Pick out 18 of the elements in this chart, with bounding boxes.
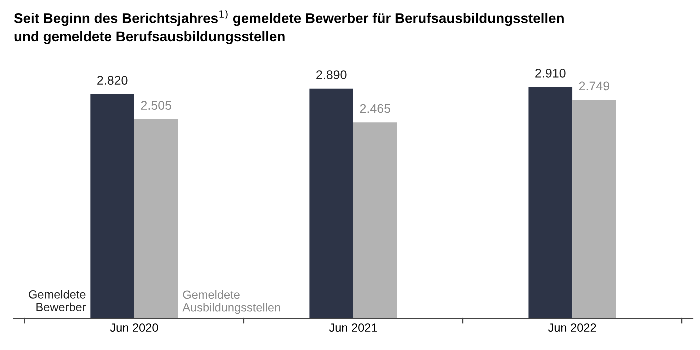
series-label: Gemeldete Bewerber: [29, 290, 86, 312]
bar: [528, 87, 573, 318]
data-label: 2.465: [360, 104, 391, 114]
bar: [90, 94, 134, 318]
data-label: 2.910: [536, 68, 566, 78]
x-tick-label: Jun 2021: [329, 324, 378, 332]
data-label: 2.505: [141, 101, 172, 110]
series-label: Gemeldete Ausbildungsstellen: [182, 290, 280, 314]
data-label: 2.890: [316, 70, 347, 80]
chart-title: Seit Beginn des Berichtsjahres$^{1)}$ gemeldete Bewerber für Berufsausbildungsstellen und gemeldete Berufsausbildungsstellen: [14, 10, 564, 44]
data-label: 2.820: [98, 76, 128, 85]
bar: [134, 119, 178, 318]
bar: [354, 122, 398, 318]
data-label: 2.749: [579, 82, 610, 91]
x-tick-label: Jun 2020: [110, 324, 158, 332]
x-tick-label: Jun 2022: [548, 324, 596, 332]
bar: [572, 100, 616, 318]
bar: [310, 88, 354, 318]
